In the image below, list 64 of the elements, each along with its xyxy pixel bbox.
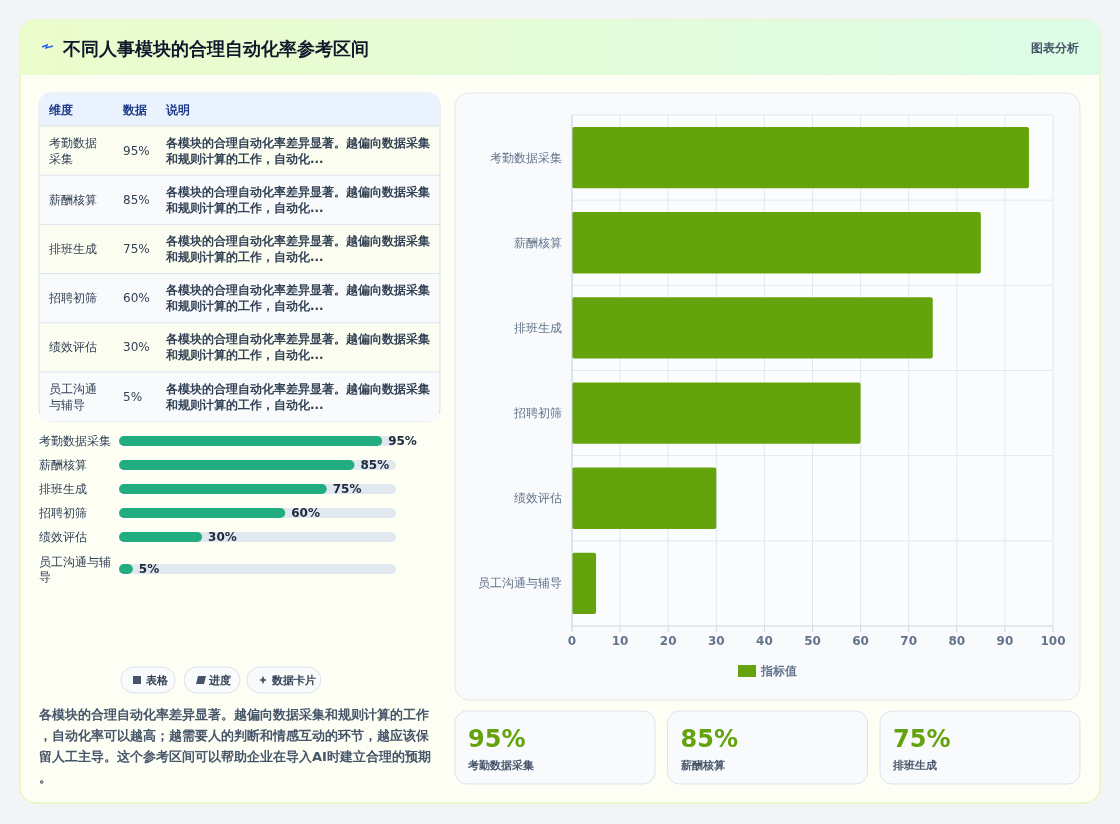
text: 95% [123, 143, 150, 158]
bar [572, 126, 1029, 189]
text: 75% [893, 725, 951, 753]
chart-subtitle: 图表分析 [1031, 41, 1079, 55]
x-tick-label: 20 [659, 634, 677, 648]
text: 5% [123, 389, 143, 404]
data-label: 60% [291, 506, 320, 520]
text: 维度 [48, 102, 73, 117]
text: 85% [123, 192, 150, 207]
text: 各模块的合理自动化率差异显著。越偏向数据采集和规则计算的工作，自动化... [165, 184, 430, 215]
x-tick-label: 40 [756, 634, 773, 648]
category-label: 排班生成 [892, 758, 937, 772]
legend-label: 指标值 [760, 664, 797, 678]
text: 95% [468, 725, 526, 753]
bar [572, 552, 597, 615]
text: 数据 [122, 102, 147, 117]
y-tick-label: 考勤数据采集 [490, 150, 562, 165]
text: 表格 [145, 673, 169, 687]
text: 各模块的合理自动化率差异显著。越偏向数据采集和规则计算的工作，自动化率可以越高；越需要人的判断和情感互动的环节，越应该保留人工主导。这个参考区间可以帮助企业在导入AI时建立合理的预期。 [38, 706, 431, 784]
text: 30% [123, 340, 150, 355]
x-tick-label: 60 [852, 634, 869, 648]
text: 说明 [165, 102, 190, 117]
x-tick-label: 80 [948, 634, 966, 648]
bar [572, 297, 933, 359]
bar [572, 382, 861, 444]
y-tick-label: 招聘初筛 [38, 506, 87, 520]
y-tick-label: 薪酬核算 [39, 458, 87, 472]
y-tick-label: 招聘初筛 [513, 406, 562, 421]
x-tick-label: 50 [804, 634, 821, 648]
text: 各模块的合理自动化率差异显著。越偏向数据采集和规则计算的工作，自动化... [165, 234, 430, 264]
x-tick-label: 90 [996, 634, 1014, 648]
y-tick-label: 考勤数据采集 [39, 434, 111, 448]
x-tick-label: 70 [900, 634, 918, 648]
y-tick-label: 绩效评估 [39, 530, 87, 544]
text: 60% [123, 291, 150, 306]
bar [572, 467, 717, 529]
y-tick-label: 绩效评估 [514, 491, 562, 506]
data-label: 75% [332, 482, 362, 496]
text: 各模块的合理自动化率差异显著。越偏向数据采集和规则计算的工作，自动化... [165, 283, 430, 314]
text: 85% [680, 725, 738, 753]
text: 各模块的合理自动化率差异显著。越偏向数据采集和规则计算的工作，自动化... [165, 332, 430, 363]
y-tick-label: 排班生成 [514, 320, 562, 335]
x-tick-label: 30 [707, 634, 725, 648]
data-label: 5% [138, 562, 160, 576]
x-tick-label: 100 [1040, 634, 1066, 648]
bar [572, 212, 981, 274]
x-tick-label: 0 [567, 634, 577, 648]
bar [119, 532, 203, 542]
data-label: 95% [388, 434, 417, 448]
text: 75% [123, 242, 150, 256]
y-tick-label: 员工沟通与辅导 [39, 554, 111, 584]
category-label: 薪酬核算 [679, 758, 725, 772]
text: 数据卡片 [271, 673, 316, 687]
x-tick-label: 10 [611, 634, 629, 648]
text: 各模块的合理自动化率差异显著。越偏向数据采集和规则计算的工作，自动化... [165, 381, 430, 412]
y-tick-label: 员工沟通与辅导 [478, 576, 562, 591]
category-label: 考勤数据采集 [467, 758, 534, 772]
text: 各模块的合理自动化率差异显著。越偏向数据采集和规则计算的工作，自动化... [165, 135, 430, 166]
y-tick-label: 薪酬核算 [514, 235, 562, 250]
data-label: 85% [360, 458, 390, 472]
text: 进度 [208, 673, 231, 687]
text: 不同人事模块的合理自动化率参考区间 [62, 37, 369, 59]
y-tick-label: 排班生成 [39, 482, 87, 496]
data-label: 30% [208, 530, 237, 544]
